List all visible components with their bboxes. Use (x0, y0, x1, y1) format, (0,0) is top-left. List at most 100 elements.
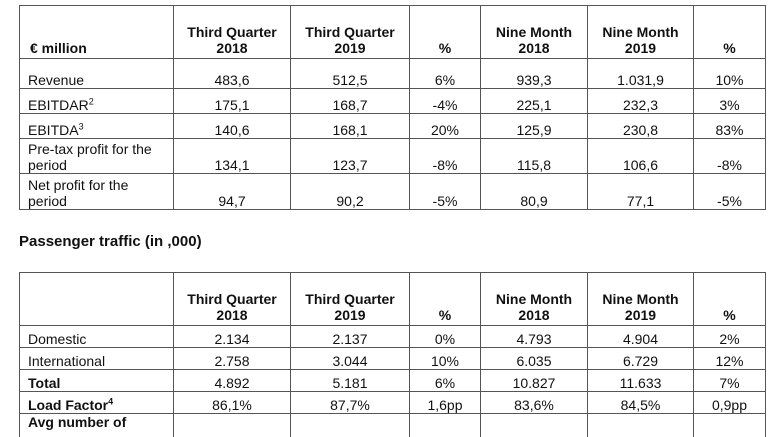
table-cell: -4% (409, 88, 481, 114)
table-cell: 80,9 (480, 173, 588, 210)
table-row: EBITDA3 140,6 168,1 20% 125,9 230,8 83% (19, 113, 766, 139)
row-label: Net profit for the period (19, 173, 174, 210)
table-cell: 87,7% (290, 391, 410, 414)
row-label-text: EBITDA (28, 122, 79, 138)
table-cell: 10% (409, 347, 481, 370)
table-cell: 1.031,9 (587, 58, 694, 89)
row-label-text: Net profit for the period (28, 177, 129, 209)
row-label: Load Factor4 (19, 391, 174, 414)
table-cell: 3% (693, 88, 766, 114)
table-cell: -8% (409, 138, 481, 174)
column-header: Nine Month 2018 (480, 272, 588, 326)
column-header: % (693, 272, 766, 326)
table-cell: 134,1 (173, 138, 291, 174)
table-cell: 0% (409, 325, 481, 348)
table-cell: 7% (693, 369, 766, 392)
row-label: Pre-tax profit for the period (19, 138, 174, 174)
column-header: Third Quarter 2019 (290, 5, 410, 59)
table-cell: 512,5 (290, 58, 410, 89)
table-cell: 4.892 (173, 369, 291, 392)
table-cell: 140,6 (173, 113, 291, 139)
column-header-line1: % (438, 307, 452, 323)
row-label: EBITDAR2 (19, 88, 174, 114)
column-header-line2: 2019 (334, 307, 366, 323)
column-header-line2: 2018 (216, 40, 248, 56)
column-header-line1: % (723, 40, 736, 56)
column-header-line1: % (438, 40, 452, 56)
row-label-text: Pre-tax profit for the period (28, 141, 152, 173)
row-label-text: Domestic (28, 331, 87, 347)
table-cell: 10.827 (480, 369, 588, 392)
table-cell: -5% (693, 173, 766, 210)
table-cell: 83,6% (480, 391, 588, 414)
column-header-line1: Nine Month (602, 291, 679, 307)
table-cell: 77,1 (587, 173, 694, 210)
table-cell: 84,5% (587, 391, 694, 414)
table-row: Total 4.892 5.181 6% 10.827 11.633 7% (19, 369, 766, 392)
column-header: % (693, 5, 766, 59)
column-header-line1: Third Quarter (305, 24, 395, 40)
table-cell: 3.044 (290, 347, 410, 370)
row-label-text: Avg number of (28, 414, 127, 430)
table-cell: 123,7 (290, 138, 410, 174)
table-cell: -5% (409, 173, 481, 210)
row-label: Revenue (19, 58, 174, 89)
table-cell: 2% (693, 325, 766, 348)
table-cell: 10% (693, 58, 766, 89)
table-cell: 0,9pp (693, 391, 766, 414)
column-header-line2: 2018 (518, 307, 550, 323)
financials-table: € million Third Quarter 2018 Third Quarter… (19, 5, 766, 210)
column-header-line1: Nine Month (602, 24, 679, 40)
table-cell (290, 413, 410, 437)
table-cell: 6% (409, 58, 481, 89)
table-cell: 4.793 (480, 325, 588, 348)
table-cell: 225,1 (480, 88, 588, 114)
column-header-line1: Nine Month (495, 291, 573, 307)
table-cell: 6.035 (480, 347, 588, 370)
table-cell: 1,6pp (409, 391, 481, 414)
row-label: Domestic (19, 325, 174, 348)
column-header-line2: 2018 (518, 40, 550, 56)
column-header-line1: Third Quarter (187, 291, 277, 307)
table-cell: 125,9 (480, 113, 588, 139)
table-cell: 4.904 (587, 325, 694, 348)
column-header-line2: 2019 (624, 307, 657, 323)
table-cell: 12% (693, 347, 766, 370)
passenger-traffic-table: Third Quarter 2018 Third Quarter 2019% Nine … (19, 272, 766, 437)
table-cell: 94,7 (173, 173, 291, 210)
table-cell: 115,8 (480, 138, 588, 174)
row-label-text: Load Factor (28, 397, 109, 413)
table-row: Revenue 483,6 512,5 6% 939,3 1.031,9 10% (19, 58, 766, 89)
table-cell: 83% (693, 113, 766, 139)
table-cell (173, 413, 291, 437)
column-header: % (409, 5, 481, 59)
column-header-line2: % (723, 307, 736, 323)
table-row: Domestic 2.134 2.137 0% 4.793 4.904 2% (19, 325, 766, 348)
column-header: Third Quarter 2018 (173, 5, 291, 59)
footnote-marker: 4 (108, 396, 114, 407)
table-row: EBITDAR2 175,1 168,7 -4% 225,1 232,3 3% (19, 88, 766, 114)
table-cell: 86,1% (173, 391, 291, 414)
table-header-row: Third Quarter 2018 Third Quarter 2019% Nine … (19, 272, 766, 326)
table-cell: 90,2 (290, 173, 410, 210)
row-label-text: Total (28, 375, 61, 391)
row-label: Total (19, 369, 174, 392)
table-row: International 2.758 3.044 10% 6.035 6.729 12% (19, 347, 766, 370)
row-label: Avg number of (19, 413, 174, 437)
column-header: Nine Month 2019 (587, 5, 694, 59)
table-cell: 175,1 (173, 88, 291, 114)
column-header: Third Quarter 2019 (290, 272, 410, 326)
row-label-text: EBITDAR (28, 97, 89, 113)
column-header-line1: Third Quarter (305, 291, 395, 307)
column-header-line1: Nine Month (495, 24, 573, 40)
table-row: Avg number of (19, 413, 766, 437)
column-header: % (409, 272, 481, 326)
table-cell: 939,3 (480, 58, 588, 89)
column-header: Nine Month 2018 (480, 5, 588, 59)
table-row: Net profit for the period 94,7 90,2 -5% 80,9… (19, 173, 766, 210)
table-cell (480, 413, 588, 437)
table-row: Load Factor4 86,1% 87,7% 1,6pp 83,6% 84,5% 0,9… (19, 391, 766, 414)
column-header-line1: Third Quarter (187, 24, 277, 40)
table-cell: 5.181 (290, 369, 410, 392)
row-label-text: Revenue (28, 72, 85, 88)
